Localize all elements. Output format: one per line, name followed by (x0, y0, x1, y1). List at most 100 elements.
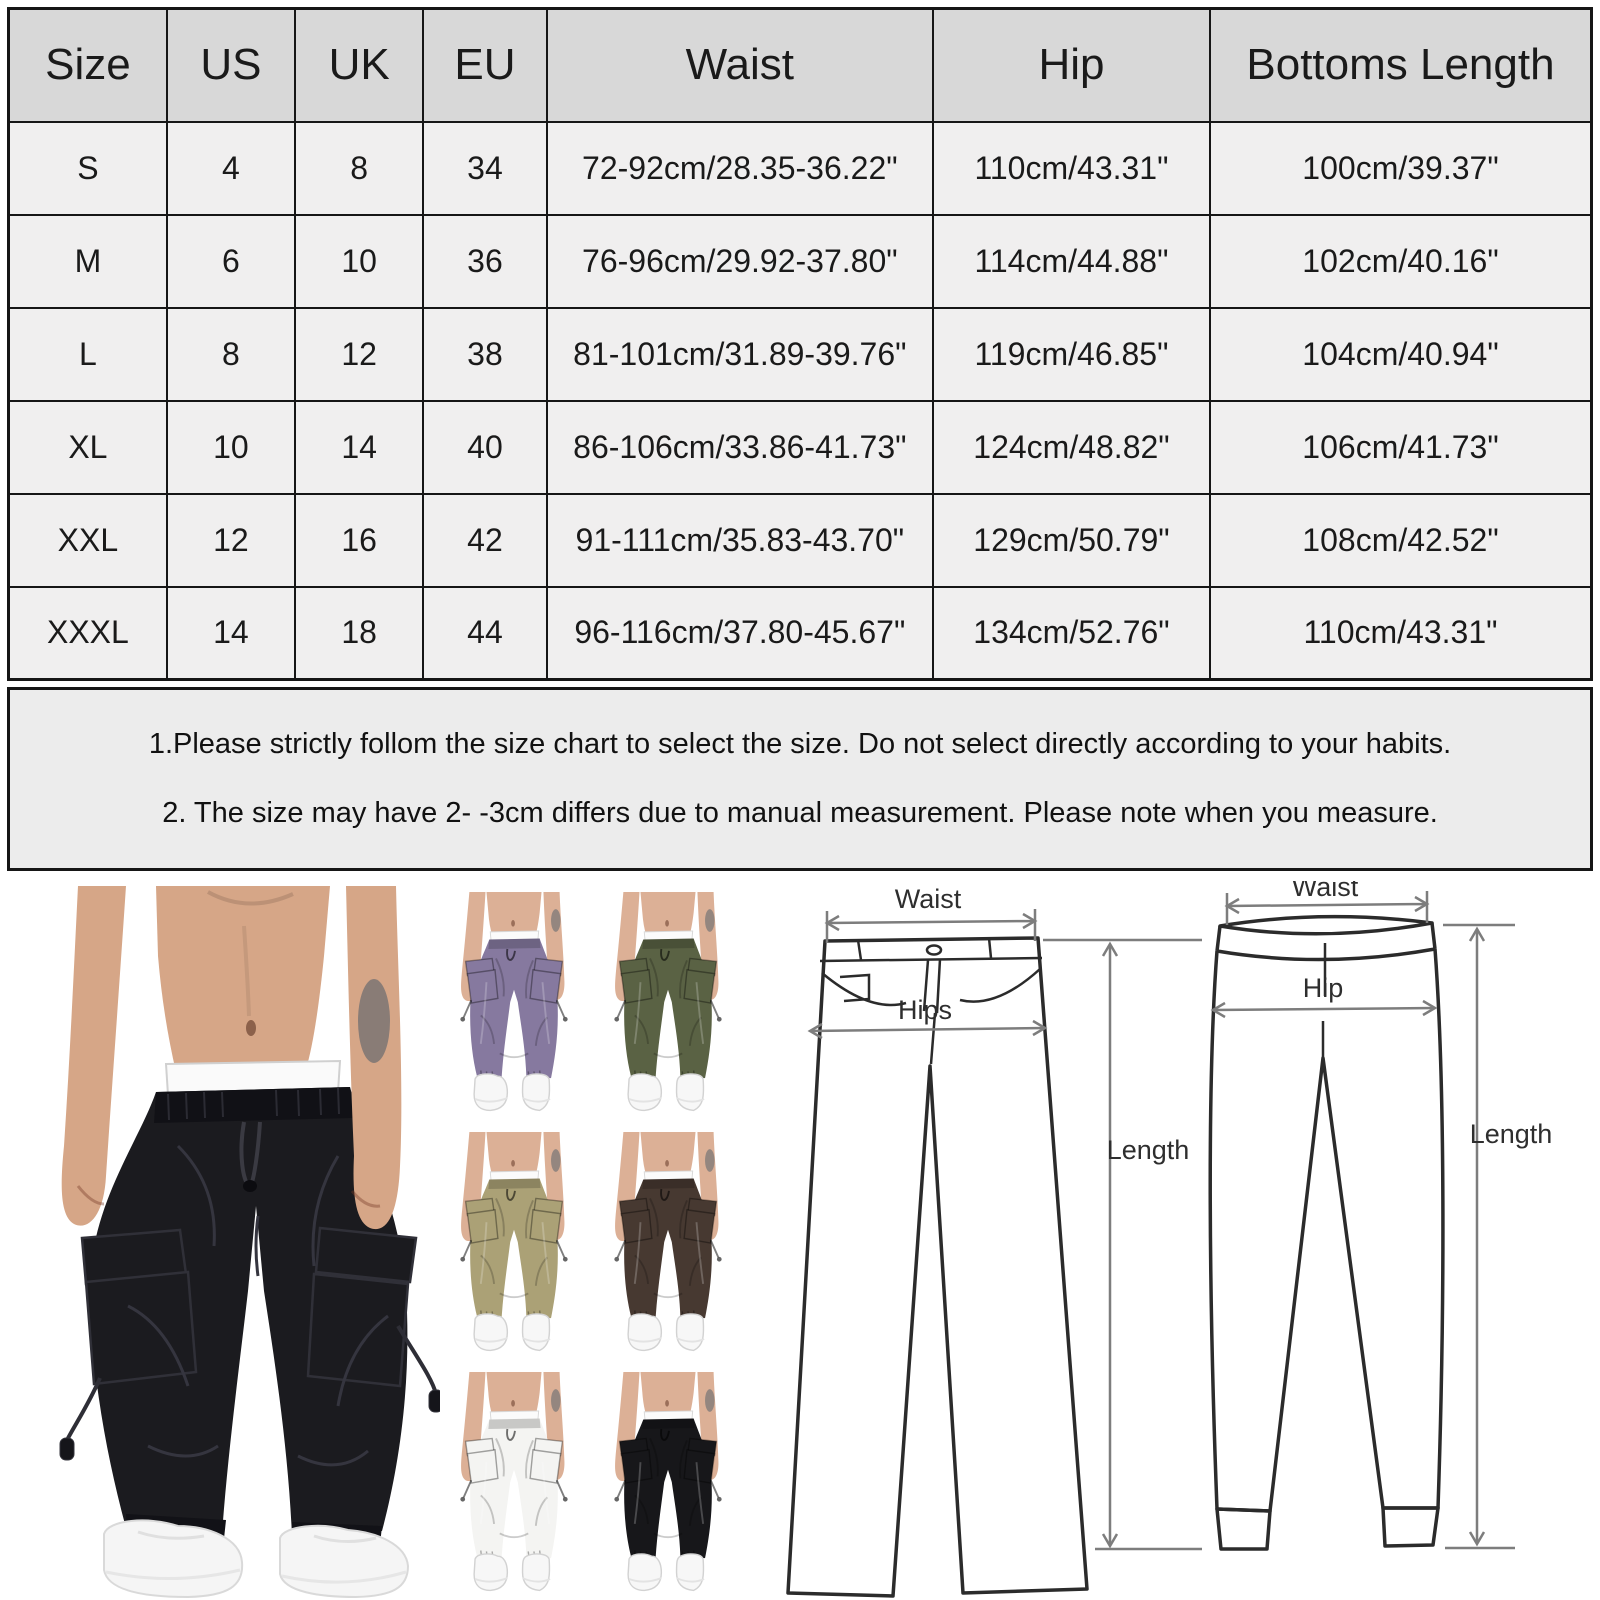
cell-uk: 10 (294, 213, 425, 309)
cell-size: S (7, 120, 168, 216)
cell-uk: 12 (294, 306, 425, 402)
measurement-diagram-jogger: Waist Hip Length (1195, 872, 1600, 1599)
cell-waist: 81-101cm/31.89-39.76" (545, 306, 934, 402)
variant-photo-khaki (439, 1132, 589, 1358)
button (925, 944, 943, 956)
column-header-bottoms-length: Bottoms Length (1208, 7, 1593, 123)
waist-label: Waist (895, 884, 962, 914)
white-sneakers (103, 1519, 410, 1599)
pants-outline (786, 936, 1089, 1598)
size-chart-table: Size US UK EU Waist Hip Bottoms Length S… (7, 7, 1593, 681)
column-header-size: Size (7, 7, 168, 123)
cell-us: 14 (165, 585, 297, 681)
column-header-hip: Hip (931, 7, 1211, 123)
length-arrow (1043, 938, 1202, 1551)
product-photo-section: Waist Hips Length (0, 872, 1600, 1600)
measurement-diagram-straight: Waist Hips Length (770, 881, 1215, 1599)
cell-us: 12 (165, 492, 297, 588)
cell-size: M (7, 213, 168, 309)
cell-uk: 8 (294, 120, 425, 216)
cell-size: XXL (7, 492, 168, 588)
cell-size: XL (7, 399, 168, 495)
length-arrow (1443, 923, 1515, 1550)
cell-eu: 36 (422, 213, 548, 309)
column-header-us: US (165, 7, 297, 123)
hip-label: Hip (1303, 973, 1344, 1003)
cargo-pants (59, 1087, 444, 1554)
hips-label: Hips (898, 995, 952, 1025)
column-header-uk: UK (294, 7, 425, 123)
column-header-eu: EU (422, 7, 548, 123)
cell-bottoms-length: 106cm/41.73" (1208, 399, 1593, 495)
table-row-l: L 8 12 38 81-101cm/31.89-39.76" 119cm/46… (7, 306, 1593, 402)
cell-waist: 96-116cm/37.80-45.67" (545, 585, 934, 681)
cell-hip: 124cm/48.82" (931, 399, 1211, 495)
pocket-toggle-cords (59, 1324, 444, 1461)
cell-waist: 72-92cm/28.35-36.22" (545, 120, 934, 216)
column-header-waist: Waist (545, 7, 934, 123)
cell-eu: 34 (422, 120, 548, 216)
drawstring (239, 1121, 262, 1192)
cargo-pocket-left (80, 1228, 198, 1386)
cell-hip: 114cm/44.88" (931, 213, 1211, 309)
cell-hip: 110cm/43.31" (931, 120, 1211, 216)
cell-uk: 16 (294, 492, 425, 588)
waistband (154, 1087, 353, 1123)
cell-eu: 40 (422, 399, 548, 495)
cell-waist: 76-96cm/29.92-37.80" (545, 213, 934, 309)
cell-us: 6 (165, 213, 297, 309)
cell-eu: 44 (422, 585, 548, 681)
waist-arrow (824, 909, 1038, 943)
waist-label: Waist (1292, 881, 1359, 902)
jogger-outline (1208, 914, 1445, 1551)
header-row: Size US UK EU Waist Hip Bottoms Length (7, 7, 1593, 123)
cell-us: 8 (165, 306, 297, 402)
variant-photo-black (593, 1372, 743, 1598)
variant-photo-purple (439, 892, 589, 1118)
belt-loops (856, 937, 993, 961)
cell-hip: 134cm/52.76" (931, 585, 1211, 681)
variant-photo-brown (593, 1132, 743, 1358)
length-label: Length (1107, 1135, 1190, 1165)
fly-seam (922, 958, 942, 1065)
cell-bottoms-length: 108cm/42.52" (1208, 492, 1593, 588)
table-row-xxxl: XXXL 14 18 44 96-116cm/37.80-45.67" 134c… (7, 585, 1593, 681)
pocket-curves (821, 968, 1041, 1007)
tattoo (358, 979, 390, 1063)
hips-arrow (807, 1019, 1048, 1040)
table-row-m: M 6 10 36 76-96cm/29.92-37.80" 114cm/44.… (7, 213, 1593, 309)
table-row-xl: XL 10 14 40 86-106cm/33.86-41.73" 124cm/… (7, 399, 1593, 495)
cell-eu: 38 (422, 306, 548, 402)
main-product-photo (8, 886, 444, 1599)
model-torso (156, 886, 330, 1072)
cell-size: XXXL (7, 585, 168, 681)
variant-photo-army-green (593, 892, 743, 1118)
cell-us: 10 (165, 399, 297, 495)
waist-arrow (1224, 891, 1430, 925)
model-arms (61, 886, 402, 1230)
variant-photo-grid (439, 892, 743, 1598)
cargo-pocket-right (306, 1226, 418, 1388)
cell-bottoms-length: 110cm/43.31" (1208, 585, 1593, 681)
cell-hip: 119cm/46.85" (931, 306, 1211, 402)
cell-size: L (7, 306, 168, 402)
black-cargo-pants-photo (59, 886, 444, 1599)
cell-eu: 42 (422, 492, 548, 588)
cell-uk: 18 (294, 585, 425, 681)
cell-waist: 91-111cm/35.83-43.70" (545, 492, 934, 588)
cell-hip: 129cm/50.79" (931, 492, 1211, 588)
cell-bottoms-length: 102cm/40.16" (1208, 213, 1593, 309)
table-row-s: S 4 8 34 72-92cm/28.35-36.22" 110cm/43.3… (7, 120, 1593, 216)
cell-bottoms-length: 100cm/39.37" (1208, 120, 1593, 216)
length-label: Length (1470, 1119, 1553, 1149)
cell-bottoms-length: 104cm/40.94" (1208, 306, 1593, 402)
variant-photo-white (439, 1372, 589, 1598)
size-notes-box: 1.Please strictly follom the size chart … (7, 687, 1593, 871)
cell-waist: 86-106cm/33.86-41.73" (545, 399, 934, 495)
table-row-xxl: XXL 12 16 42 91-111cm/35.83-43.70" 129cm… (7, 492, 1593, 588)
note-line-1: 1.Please strictly follom the size chart … (148, 728, 1452, 760)
size-table-wrap: Size US UK EU Waist Hip Bottoms Length S… (7, 7, 1593, 681)
note-line-2: 2. The size may have 2- -3cm differs due… (162, 797, 1438, 829)
cell-uk: 14 (294, 399, 425, 495)
